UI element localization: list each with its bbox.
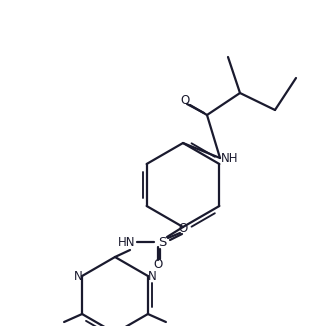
Text: N: N — [74, 270, 82, 283]
Text: NH: NH — [221, 152, 239, 165]
Text: S: S — [158, 235, 166, 248]
Text: HN: HN — [118, 235, 136, 248]
Text: N: N — [148, 270, 156, 283]
Text: O: O — [180, 94, 190, 107]
Text: O: O — [178, 221, 188, 234]
Text: O: O — [153, 259, 162, 272]
